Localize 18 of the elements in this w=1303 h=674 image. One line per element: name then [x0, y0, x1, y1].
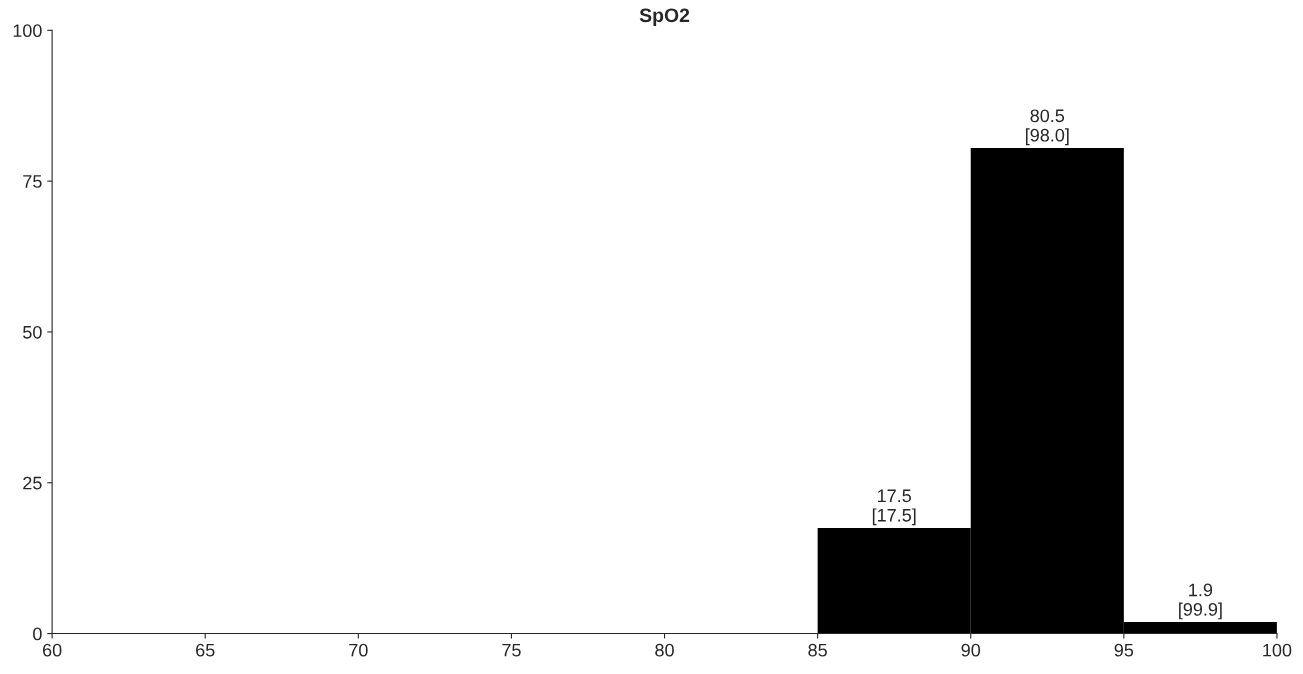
y-tick-label: 0 [33, 627, 42, 641]
x-tick-label: 65 [196, 643, 215, 657]
x-tick-label: 75 [502, 643, 521, 657]
x-tick-label: 90 [961, 643, 981, 657]
y-tick-label: 25 [23, 476, 42, 490]
data-label: 17.5 [17.5] [872, 489, 916, 526]
x-tick-label: 80 [655, 643, 674, 657]
data-label: 1.9 [99.9] [1179, 583, 1222, 620]
x-tick-label: 60 [43, 643, 62, 657]
x-tick-label: 100 [1263, 643, 1292, 657]
chart-title: SpO2 [639, 8, 690, 27]
x-tick-label: 85 [808, 643, 827, 657]
x-tick-label: 70 [349, 643, 368, 657]
y-tick-label: 75 [23, 175, 42, 188]
x-tick-label: 95 [1114, 643, 1134, 657]
data-label: 80.5 [98.0] [1025, 109, 1069, 146]
y-tick-label: 50 [23, 325, 42, 339]
y-tick-label: 100 [13, 24, 42, 38]
